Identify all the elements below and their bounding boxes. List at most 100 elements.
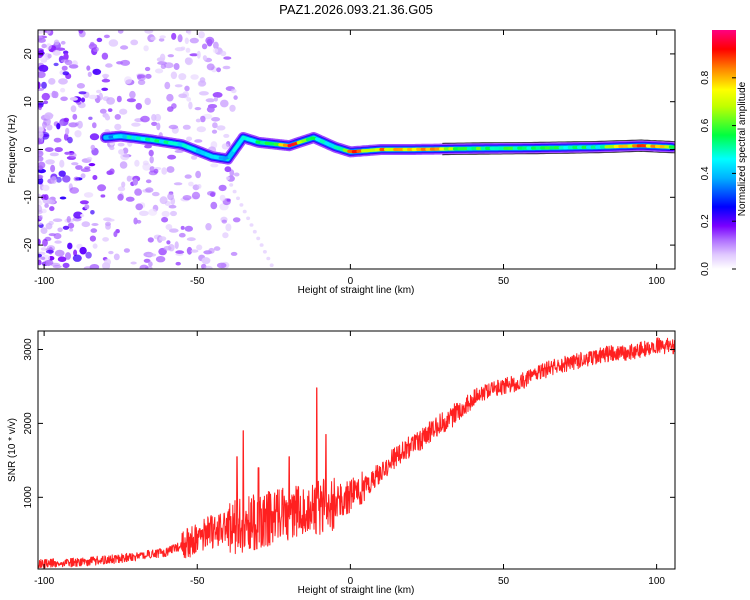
spectrogram-noise-blob xyxy=(143,258,151,263)
spectrogram-noise-blob xyxy=(119,108,128,115)
colorbar-tick-label: 0.8 xyxy=(700,70,711,84)
spectrogram-noise-blob xyxy=(73,249,78,257)
spectrogram-noise-blob xyxy=(225,223,232,232)
spectrogram-noise-blob xyxy=(144,30,154,34)
spectrogram-noise-blob xyxy=(109,146,115,151)
spectrogram-noise-blob xyxy=(188,181,194,187)
spectrogram-noise-blob xyxy=(38,174,44,180)
snr-ytick-label: 3000 xyxy=(23,338,34,361)
spectrogram-noise-blob xyxy=(102,73,110,78)
spectrogram-noise-blob xyxy=(152,191,160,197)
spectrogram-noise-blob xyxy=(158,236,167,242)
spectrogram-noise-blob xyxy=(161,210,170,218)
spectrogram-noise-blob xyxy=(64,151,71,155)
spectrogram-noise-blob xyxy=(178,232,186,238)
spectrogram-noise-blob xyxy=(79,246,87,255)
spectrogram-noise-blob xyxy=(38,64,49,73)
spectrogram-noise-blob xyxy=(205,98,215,103)
snr-xtick-label: 100 xyxy=(648,576,665,587)
spectrogram-noise-blob xyxy=(135,203,143,211)
spectrogram-noise-blob xyxy=(205,223,212,231)
spectrogram-noise-blob xyxy=(223,56,232,60)
spectrogram-noise-blob xyxy=(44,203,49,208)
spectrogram-noise-blob xyxy=(131,122,141,127)
spectrogram-noise-blob xyxy=(151,121,158,126)
spectrogram-noise-blob xyxy=(96,89,102,94)
spectrogram-xtick-label: -100 xyxy=(34,276,54,287)
spectrogram-noise-blob xyxy=(174,149,184,153)
spectrogram-noise-blob xyxy=(38,238,41,246)
spectrogram-noise-blob xyxy=(186,136,193,142)
spectrogram-streak-blob xyxy=(232,189,237,194)
spectrogram-noise-blob xyxy=(175,250,185,254)
spectrogram-noise-blob xyxy=(116,95,122,103)
spectrogram-noise-blob xyxy=(38,71,46,79)
spectrogram-noise-blob xyxy=(43,194,49,201)
spectrogram-noise-blob xyxy=(186,237,196,242)
spectrogram-noise-blob xyxy=(148,149,154,157)
spectrogram-noise-blob xyxy=(38,131,44,139)
spectrogram-noise-blob xyxy=(187,30,192,35)
spectrogram-noise-blob xyxy=(159,53,166,62)
spectrogram-noise-blob xyxy=(145,179,152,184)
spectrogram-noise-blob xyxy=(166,240,171,245)
spectrogram-noise-blob xyxy=(107,108,113,112)
colorbar-tick-label: 0.0 xyxy=(700,262,711,276)
spectrogram-noise-blob xyxy=(210,201,218,210)
spectrogram-noise-blob xyxy=(167,154,177,160)
spectrogram-noise-blob xyxy=(117,142,125,147)
spectrogram-noise-blob xyxy=(103,34,110,39)
spectrogram-noise-blob xyxy=(213,97,218,102)
spectrogram-noise-blob xyxy=(64,59,73,66)
spectrogram-noise-blob xyxy=(158,38,165,42)
spectrogram-noise-blob xyxy=(216,67,222,73)
spectrogram-noise-blob xyxy=(154,113,162,122)
spectrogram-noise-blob xyxy=(63,133,69,141)
spectrogram-noise-blob xyxy=(220,99,229,108)
spectrogram-noise-blob xyxy=(136,219,142,224)
spectrogram-noise-blob xyxy=(68,64,79,69)
spectrogram-noise-blob xyxy=(90,144,96,151)
spectrogram-noise-blob xyxy=(63,117,70,123)
spectrogram-noise-blob xyxy=(216,262,227,269)
spectrogram-noise-blob xyxy=(86,156,93,161)
spectrogram-noise-blob xyxy=(166,93,174,102)
spectrogram-noise-blob xyxy=(169,228,179,233)
spectrogram-noise-blob xyxy=(42,121,47,128)
spectrogram-noise-blob xyxy=(222,65,231,70)
colorbar-tick-label: 0.2 xyxy=(700,214,711,228)
spectrogram-noise-blob xyxy=(156,122,161,131)
spectrogram-noise-blob xyxy=(59,196,67,200)
spectrogram-noise-blob xyxy=(53,62,59,67)
spectrogram-noise-blob xyxy=(40,256,46,260)
spectrogram-noise-blob xyxy=(99,108,107,114)
spectrogram-noise-blob xyxy=(159,196,168,205)
spectrogram-noise-blob xyxy=(182,195,192,201)
snr-background xyxy=(38,331,675,569)
spectrogram-noise-blob xyxy=(48,78,56,85)
spectrogram-streak-blob xyxy=(225,176,230,180)
spectrogram-noise-blob xyxy=(148,208,158,216)
spectrogram-noise-blob xyxy=(178,93,188,99)
spectrogram-noise-blob xyxy=(124,76,132,84)
spectrogram-noise-blob xyxy=(163,245,172,251)
spectrogram-noise-blob xyxy=(173,63,180,70)
spectrogram-noise-blob xyxy=(50,164,56,173)
spectrogram-noise-blob xyxy=(170,71,178,80)
spectrogram-noise-blob xyxy=(201,257,211,265)
spectrogram-xtick-label: 50 xyxy=(498,276,510,287)
spectrogram-noise-blob xyxy=(195,170,202,179)
spectrogram-noise-blob xyxy=(121,181,126,188)
spectrogram-noise-blob xyxy=(202,55,207,61)
spectrogram-noise-blob xyxy=(101,52,109,60)
spectrogram-noise-blob xyxy=(56,176,62,183)
spectrogram-noise-blob xyxy=(102,237,109,242)
spectrogram-noise-blob xyxy=(71,162,79,166)
spectrogram-noise-blob xyxy=(106,97,115,105)
spectrogram-noise-blob xyxy=(189,53,199,57)
spectrogram-noise-blob xyxy=(200,115,206,123)
spectrogram-noise-blob xyxy=(76,120,83,129)
spectrogram-noise-blob xyxy=(167,192,175,201)
